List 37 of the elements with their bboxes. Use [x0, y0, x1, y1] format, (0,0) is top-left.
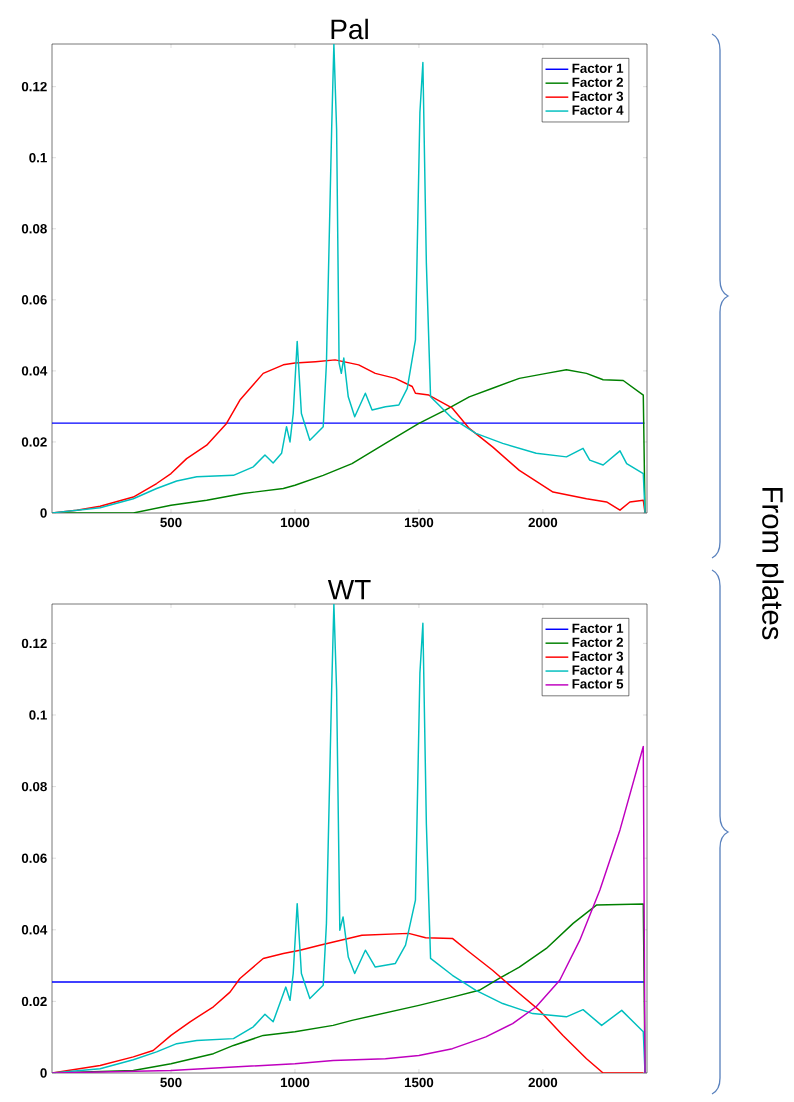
legend-label: Factor 3 — [572, 91, 624, 101]
y-tick-label: 0.04 — [21, 366, 48, 376]
y-tick-label: 0.1 — [29, 152, 47, 163]
y-tick-label: 0.04 — [21, 925, 48, 935]
x-tick-label: 1000 — [280, 1077, 310, 1088]
legend-label: Factor 2 — [572, 77, 623, 87]
x-tick-label: 1500 — [404, 517, 434, 528]
y-tick-label: 0.12 — [21, 81, 47, 92]
y-tick-label: 0.08 — [21, 224, 47, 234]
y-tick-label: 0.06 — [21, 853, 47, 863]
chart-title: WT — [327, 580, 371, 600]
legend-label: Factor 4 — [572, 665, 624, 675]
legend-label: Factor 1 — [572, 623, 624, 633]
x-tick-label: 500 — [160, 1077, 182, 1088]
x-tick-label: 2000 — [528, 517, 558, 528]
x-tick-label: 1500 — [404, 1077, 434, 1088]
x-tick-label: 1000 — [280, 517, 310, 528]
y-tick-label: 0.1 — [29, 710, 47, 720]
legend-label: Factor 2 — [572, 637, 623, 647]
legend-label: Factor 4 — [572, 105, 624, 115]
line-series — [52, 604, 646, 1074]
line-series — [52, 44, 646, 514]
legend-label: Factor 3 — [572, 651, 624, 661]
legend-label: Factor 1 — [572, 63, 624, 73]
legend-label: Factor 5 — [572, 679, 624, 689]
line-series — [52, 745, 646, 1074]
y-tick-label: 0 — [40, 508, 47, 518]
y-tick-label: 0 — [40, 1068, 47, 1078]
y-tick-label: 0.02 — [21, 437, 47, 447]
y-tick-label: 0.12 — [21, 638, 47, 649]
chart-title: Pal — [331, 18, 368, 40]
y-tick-label: 0.02 — [21, 996, 47, 1007]
x-tick-label: 500 — [160, 517, 182, 528]
y-tick-label: 0.06 — [21, 295, 47, 305]
y-tick-label: 0.08 — [21, 781, 47, 792]
text: From plates — [756, 487, 784, 640]
x-tick-label: 2000 — [528, 1077, 558, 1088]
